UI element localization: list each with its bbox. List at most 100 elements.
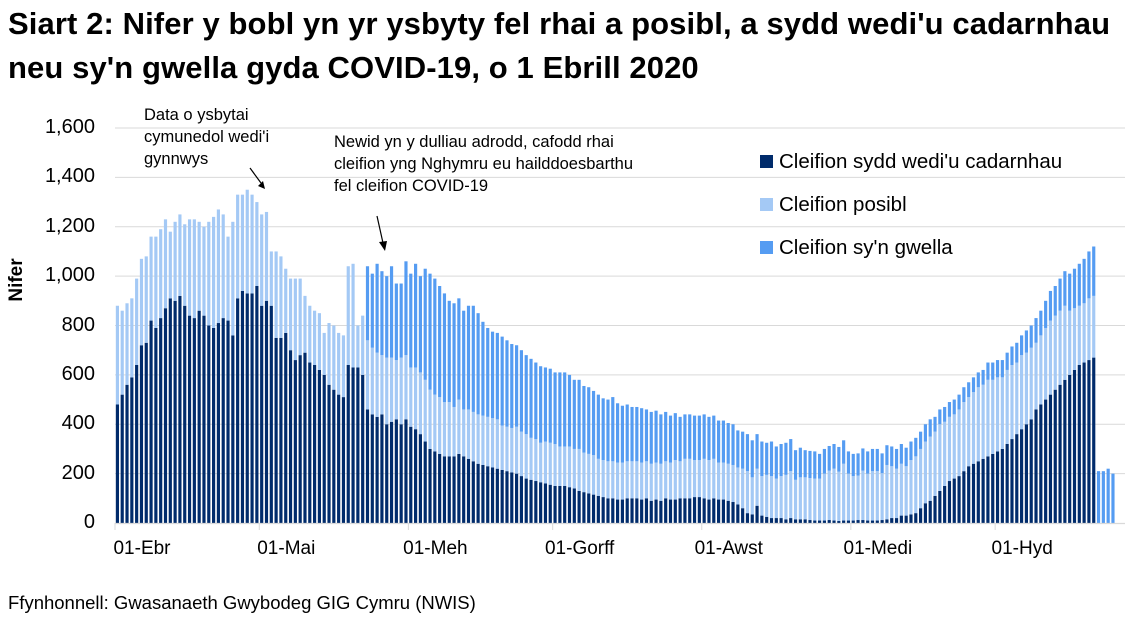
legend-label: Cleifion posibl xyxy=(779,192,907,216)
y-tick-label: 600 xyxy=(61,362,95,385)
bar-segment xyxy=(375,263,379,353)
bar-segment xyxy=(529,358,533,438)
bar-segment xyxy=(846,451,851,474)
bar-segment xyxy=(563,372,567,447)
bar-segment xyxy=(769,476,774,519)
bar-segment xyxy=(1034,342,1038,410)
bar-segment xyxy=(760,441,764,477)
bar-segment xyxy=(914,513,918,524)
bar-segment xyxy=(894,518,899,523)
annotation-line: cleifion yng Nghymru eu hailddoesbarthu xyxy=(334,155,634,173)
bar-segment xyxy=(789,471,793,519)
bar-segment xyxy=(923,441,927,504)
bar-segment xyxy=(293,360,297,523)
bar-segment xyxy=(1077,365,1081,523)
bar-segment xyxy=(861,470,865,521)
bar-segment xyxy=(159,229,163,319)
bar-segment xyxy=(933,416,937,432)
chart-title: Siart 2: Nifer y bobl yn yr ysbyty fel r… xyxy=(8,6,1111,85)
bar-segment xyxy=(779,476,783,519)
bar-segment xyxy=(678,498,682,523)
bar-segment xyxy=(149,320,153,523)
bar-segment xyxy=(943,421,947,486)
bar-segment xyxy=(212,327,216,523)
bar-segment xyxy=(207,325,211,523)
bar-segment xyxy=(981,458,985,523)
bar-segment xyxy=(389,421,394,523)
arrow-icon xyxy=(376,215,384,244)
bar-segment xyxy=(1024,352,1028,425)
bar-segment xyxy=(212,216,216,328)
bar-segment xyxy=(466,458,471,523)
bar-segment xyxy=(1092,246,1096,296)
bar-segment xyxy=(572,488,576,523)
bar-segment xyxy=(611,498,615,523)
bar-segment xyxy=(736,467,740,505)
bar-segment xyxy=(659,414,663,464)
bar-segment xyxy=(1034,318,1038,343)
bar-segment xyxy=(476,414,480,464)
bar-segment xyxy=(221,214,225,319)
bar-segment xyxy=(356,367,360,523)
bar-segment xyxy=(1000,377,1004,449)
bar-segment xyxy=(380,414,384,524)
bar-segment xyxy=(991,379,995,454)
bar-segment xyxy=(712,498,716,523)
bar-segment xyxy=(697,497,701,523)
legend-swatch-icon xyxy=(760,241,773,254)
bar-segment xyxy=(370,347,374,415)
bar-segment xyxy=(197,310,201,523)
bar-segment xyxy=(952,478,956,523)
bar-segment xyxy=(399,424,403,523)
bar-segment xyxy=(274,337,278,523)
bar-segment xyxy=(163,219,168,309)
bar-segment xyxy=(534,481,538,523)
bar-segment xyxy=(534,439,538,482)
bar-segment xyxy=(115,305,119,405)
bar-segment xyxy=(654,462,658,500)
bar-segment xyxy=(168,231,172,299)
bar-segment xyxy=(1082,303,1086,363)
bar-segment xyxy=(553,485,557,523)
bar-segment xyxy=(995,360,1000,378)
bar-segment xyxy=(909,514,913,523)
bar-segment xyxy=(1068,273,1072,311)
bar-segment xyxy=(380,271,384,356)
bar-segment xyxy=(183,305,187,523)
bar-segment xyxy=(625,498,629,523)
bar-segment xyxy=(904,515,908,523)
bar-segment xyxy=(216,323,220,523)
bar-segment xyxy=(914,456,918,514)
bar-segment xyxy=(625,404,629,462)
bar-segment xyxy=(447,402,451,457)
bar-segment xyxy=(1053,315,1057,390)
bar-segment xyxy=(664,461,668,499)
bar-segment xyxy=(1048,394,1053,524)
bar-segment xyxy=(813,478,817,521)
bar-segment xyxy=(769,441,774,477)
bar-segment xyxy=(1000,448,1004,523)
bar-segment xyxy=(341,397,346,523)
bar-segment xyxy=(688,498,692,523)
bar-segment xyxy=(288,278,293,351)
bar-segment xyxy=(717,499,721,523)
bar-segment xyxy=(976,461,980,523)
bar-segment xyxy=(120,394,124,524)
bar-segment xyxy=(438,286,442,398)
bar-segment xyxy=(616,403,620,463)
bar-segment xyxy=(481,464,485,523)
bar-segment xyxy=(524,355,528,435)
bar-segment xyxy=(606,461,610,499)
bar-segment xyxy=(837,521,841,523)
bar-segment xyxy=(226,320,230,523)
bar-segment xyxy=(572,379,576,449)
bar-segment xyxy=(1058,278,1062,311)
bar-segment xyxy=(385,276,389,358)
bar-segment xyxy=(462,456,466,523)
bar-segment xyxy=(1077,263,1081,306)
bar-segment xyxy=(986,456,990,523)
bar-segment xyxy=(159,318,163,523)
bar-segment xyxy=(423,441,427,523)
bar-segment xyxy=(534,362,538,440)
bar-segment xyxy=(678,416,682,462)
